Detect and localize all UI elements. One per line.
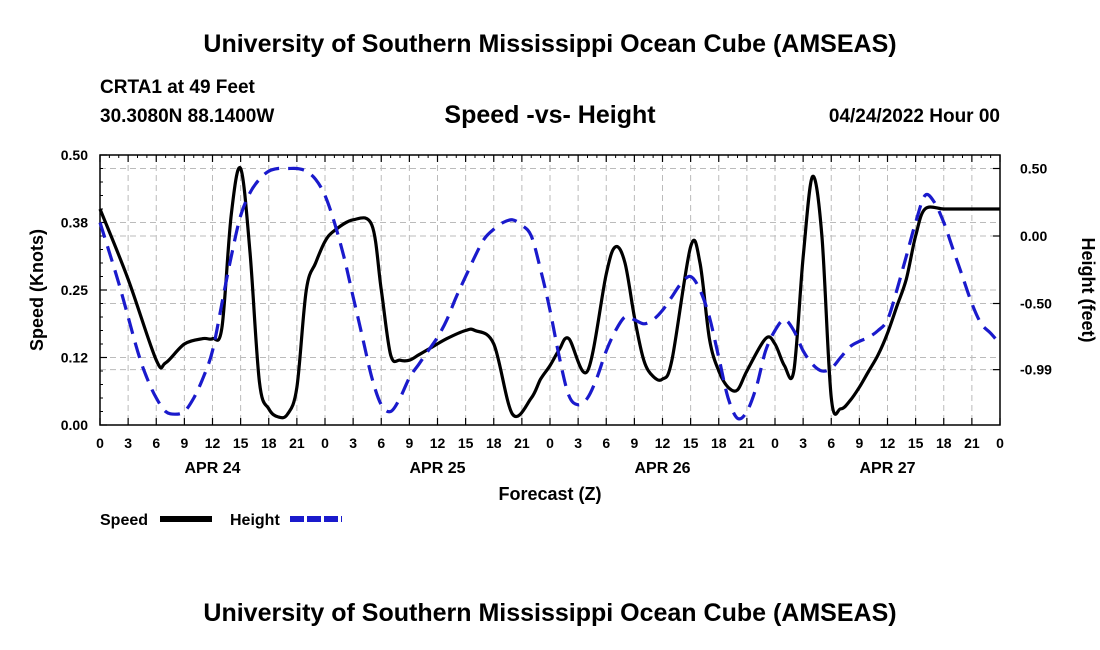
x-tick-label: 9 xyxy=(855,435,863,451)
series-group xyxy=(98,165,1002,421)
x-tick-label: 0 xyxy=(321,435,329,451)
y-tick-label: 0.25 xyxy=(61,282,88,298)
x-tick-label: 12 xyxy=(655,435,671,451)
y-tick-label: 0.50 xyxy=(61,147,88,163)
y2-tick-label: 0.50 xyxy=(1020,161,1047,177)
day-label: APR 24 xyxy=(184,460,240,477)
x-tick-label: 18 xyxy=(936,435,952,451)
x-tick-label: 21 xyxy=(964,435,980,451)
x-tick-label: 6 xyxy=(377,435,385,451)
x-tick-label: 6 xyxy=(602,435,610,451)
x-tick-label: 15 xyxy=(458,435,474,451)
forecast-date: 04/24/2022 Hour 00 xyxy=(828,106,1000,127)
x-tick-label: 9 xyxy=(180,435,188,451)
x-tick-label: 15 xyxy=(683,435,699,451)
footer-title: University of Southern Mississippi Ocean… xyxy=(203,599,897,627)
x-tick-label: 21 xyxy=(289,435,305,451)
x-tick-label: 9 xyxy=(405,435,413,451)
y-axis-title: Speed (Knots) xyxy=(27,229,47,351)
legend-label-height: Height xyxy=(230,512,280,529)
x-tick-label: 3 xyxy=(349,435,357,451)
x-tick-label: 0 xyxy=(546,435,554,451)
x-axis-title: Forecast (Z) xyxy=(498,484,601,504)
axis-tick-labels: 0 3 6 9 12 15 18 21 0 3 6 9 12 15 18 21 0 3 6 9 12 15 18 21 0 3 6 9… xyxy=(61,147,1052,477)
day-label: APR 25 xyxy=(409,460,465,477)
chart-legend: Speed Height xyxy=(100,512,342,529)
x-tick-label: 21 xyxy=(514,435,530,451)
x-tick-label: 0 xyxy=(96,435,104,451)
y2-tick-label: -0.99 xyxy=(1020,362,1052,378)
axis-ticks xyxy=(99,154,1001,426)
x-tick-label: 6 xyxy=(827,435,835,451)
station-label: CRTA1 at 49 Feet xyxy=(100,77,255,98)
y-tick-label: 0.12 xyxy=(61,350,88,366)
day-label: APR 26 xyxy=(634,460,690,477)
y2-axis-title: Height (feet) xyxy=(1078,238,1098,343)
x-tick-label: 18 xyxy=(261,435,277,451)
coordinates-label: 30.3080N 88.1400W xyxy=(100,106,275,127)
chart-main-title: University of Southern Mississippi Ocean… xyxy=(203,30,897,58)
x-tick-label: 18 xyxy=(486,435,502,451)
legend-label-speed: Speed xyxy=(100,512,148,529)
x-tick-label: 15 xyxy=(908,435,924,451)
day-label: APR 27 xyxy=(859,460,915,477)
x-tick-label: 12 xyxy=(430,435,446,451)
x-tick-label: 3 xyxy=(799,435,807,451)
y-tick-label: 0.00 xyxy=(61,417,88,433)
x-tick-label: 15 xyxy=(233,435,249,451)
x-tick-label: 3 xyxy=(574,435,582,451)
x-tick-label: 3 xyxy=(124,435,132,451)
x-tick-label: 18 xyxy=(711,435,727,451)
y2-tick-label: 0.00 xyxy=(1020,228,1047,244)
chart-subtitle: Speed -vs- Height xyxy=(444,101,656,129)
y2-tick-label: -0.50 xyxy=(1020,296,1052,312)
x-tick-label: 21 xyxy=(739,435,755,451)
series-line-speed xyxy=(98,165,1000,420)
x-tick-label: 0 xyxy=(996,435,1004,451)
x-tick-label: 6 xyxy=(152,435,160,451)
chart-grid xyxy=(100,155,1000,425)
x-tick-label: 12 xyxy=(880,435,896,451)
x-tick-label: 9 xyxy=(630,435,638,451)
x-tick-label: 12 xyxy=(205,435,221,451)
x-tick-label: 0 xyxy=(771,435,779,451)
series-line-height xyxy=(98,166,1002,421)
y-tick-label: 0.38 xyxy=(61,215,88,231)
